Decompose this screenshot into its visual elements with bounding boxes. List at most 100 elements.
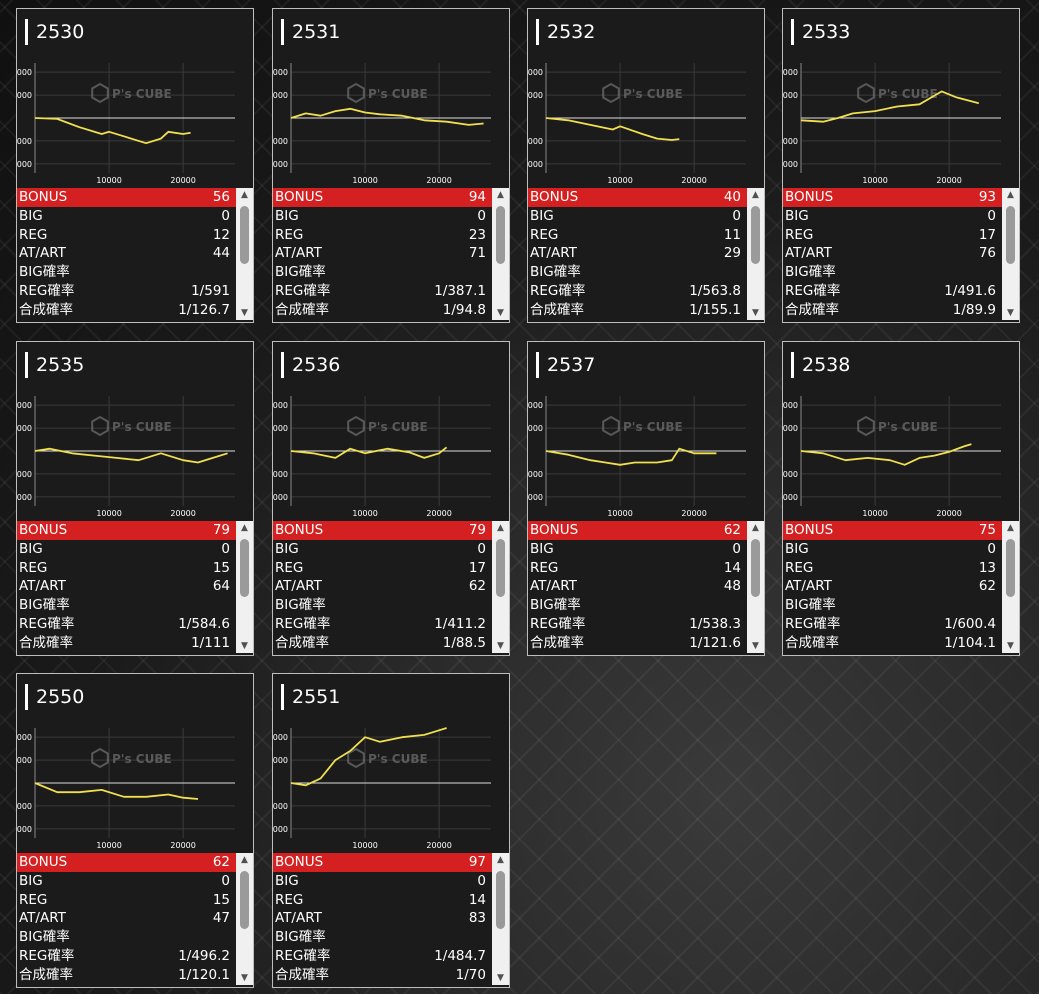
y-tick-label: 10000 [528,401,543,410]
scroll-up-arrow-icon[interactable]: ▲ [497,190,504,200]
scroll-thumb[interactable] [1006,539,1015,597]
scroll-down-arrow-icon[interactable]: ▼ [1007,308,1014,318]
y-tick-label: -5000 [528,470,543,479]
scroll-up-arrow-icon[interactable]: ▲ [497,523,504,533]
machine-card[interactable]: 2535 P's CUBE 10000 5000 -5000 -10000 10000 200… [16,341,254,656]
stat-row-big: BIG 0 [17,540,236,559]
stat-label: BONUS [530,189,579,205]
stat-value: 1/120.1 [178,966,230,983]
machine-card[interactable]: 2537 P's CUBE 10000 5000 -5000 -10000 10000 200… [527,341,765,656]
scroll-thumb[interactable] [240,539,249,597]
stat-row-at-art: AT/ART 29 [528,244,747,263]
machine-card[interactable]: 2531 P's CUBE 10000 5000 -5000 -10000 10000 200… [272,8,510,323]
payout-series-line [800,90,980,123]
stats-scrollbar[interactable]: ▲ ▼ [747,188,764,320]
stat-row-reg: REG 17 [273,559,492,578]
y-tick-label: -10000 [783,493,798,502]
stats-list[interactable]: BONUS 79 BIG 0 REG 15 AT/ART 64 BIG確率 REG確率 1/584.… [17,521,236,653]
stat-value: 62 [723,522,741,538]
stats-list[interactable]: BONUS 75 BIG 0 REG 13 AT/ART 62 BIG確率 REG確率 1/600.… [783,521,1002,653]
stat-value: 1/411.2 [434,615,486,632]
stat-row-bonus: BONUS 79 [273,521,492,540]
stat-value: 23 [468,226,486,243]
stat-value: 1/89.9 [952,301,996,318]
stat-label: 合成確率 [275,966,329,983]
stats-scrollbar[interactable]: ▲ ▼ [492,188,509,320]
machine-card[interactable]: 2530 P's CUBE 10000 5000 -5000 -10000 10000 200… [16,8,254,323]
machine-card[interactable]: 2536 P's CUBE 10000 5000 -5000 -10000 10000 200… [272,341,510,656]
scroll-down-arrow-icon[interactable]: ▼ [241,973,248,983]
stats-scrollbar[interactable]: ▲ ▼ [236,188,253,320]
watermark-logo: P's CUBE [347,82,428,104]
scroll-down-arrow-icon[interactable]: ▼ [241,641,248,651]
stats-scrollbar[interactable]: ▲ ▼ [1002,521,1019,653]
stats-list[interactable]: BONUS 94 BIG 0 REG 23 AT/ART 71 BIG確率 REG確率 1/387.… [273,188,492,320]
scroll-down-arrow-icon[interactable]: ▼ [497,641,504,651]
scroll-thumb[interactable] [240,206,249,264]
watermark-text: P's CUBE [112,420,172,434]
scroll-thumb[interactable] [496,206,505,264]
stats-scrollbar[interactable]: ▲ ▼ [236,853,253,985]
scroll-down-arrow-icon[interactable]: ▼ [752,308,759,318]
machine-card[interactable]: 2533 P's CUBE 10000 5000 -5000 -10000 10000 200… [782,8,1020,323]
scroll-thumb[interactable] [751,206,760,264]
scroll-thumb[interactable] [496,539,505,597]
scroll-thumb[interactable] [1006,206,1015,264]
scroll-thumb[interactable] [751,539,760,597]
stats-list[interactable]: BONUS 97 BIG 0 REG 14 AT/ART 83 BIG確率 REG確率 1/484.… [273,853,492,985]
stats-list[interactable]: BONUS 93 BIG 0 REG 17 AT/ART 76 BIG確率 REG確率 1/491.… [783,188,1002,320]
scroll-up-arrow-icon[interactable]: ▲ [241,855,248,865]
watermark-hex [91,82,109,104]
machine-card[interactable]: 2532 P's CUBE 10000 5000 -5000 -10000 10000 200… [527,8,765,323]
stats-list[interactable]: BONUS 62 BIG 0 REG 14 AT/ART 48 BIG確率 REG確率 1/538.… [528,521,747,653]
stat-value: 1/484.7 [434,947,486,964]
stats-scrollbar[interactable]: ▲ ▼ [747,521,764,653]
stats-list[interactable]: BONUS 62 BIG 0 REG 15 AT/ART 47 BIG確率 REG確率 1/496.… [17,853,236,985]
scroll-down-arrow-icon[interactable]: ▼ [497,973,504,983]
stats-scrollbar[interactable]: ▲ ▼ [1002,188,1019,320]
scroll-up-arrow-icon[interactable]: ▲ [1007,523,1014,533]
machine-card[interactable]: 2550 P's CUBE 10000 5000 -5000 -10000 10000 200… [16,673,254,988]
stat-row-big-rate: BIG確率 [528,596,747,615]
stat-value: 71 [468,245,486,262]
stats-list[interactable]: BONUS 40 BIG 0 REG 11 AT/ART 29 BIG確率 REG確率 1/563.… [528,188,747,320]
stat-value: 0 [732,540,741,557]
scroll-up-arrow-icon[interactable]: ▲ [1007,190,1014,200]
stat-value: 1/387.1 [434,282,486,299]
stat-value: 62 [468,578,486,595]
stat-label: REG [19,891,48,908]
stats-list[interactable]: BONUS 79 BIG 0 REG 17 AT/ART 62 BIG確率 REG確率 1/411.… [273,521,492,653]
stat-row-big-rate: BIG確率 [783,263,1002,282]
stats-scrollbar[interactable]: ▲ ▼ [492,853,509,985]
x-tick-label: 10000 [352,841,377,850]
scroll-up-arrow-icon[interactable]: ▲ [241,523,248,533]
y-tick-label: 5000 [17,91,32,100]
stats-scrollbar[interactable]: ▲ ▼ [492,521,509,653]
stat-label: REG確率 [785,282,841,299]
stat-value: 0 [221,207,230,224]
stat-row-total-rate: 合成確率 1/120.1 [17,966,236,985]
scroll-down-arrow-icon[interactable]: ▼ [497,308,504,318]
stat-label: BIG確率 [530,264,581,281]
stat-row-reg: REG 13 [783,559,1002,578]
stat-value: 0 [221,872,230,889]
payout-chart: P's CUBE 10000 5000 -5000 -10000 10000 20000 [17,388,253,518]
scroll-up-arrow-icon[interactable]: ▲ [497,855,504,865]
scroll-thumb[interactable] [496,871,505,929]
scroll-up-arrow-icon[interactable]: ▲ [241,190,248,200]
stat-row-reg: REG 17 [783,226,1002,245]
stat-label: REG確率 [19,947,75,964]
stats-list[interactable]: BONUS 56 BIG 0 REG 12 AT/ART 44 BIG確率 REG確率 1/591 合… [17,188,236,320]
stat-label: REG [275,226,304,243]
scroll-down-arrow-icon[interactable]: ▼ [241,308,248,318]
scroll-thumb[interactable] [240,871,249,929]
scroll-down-arrow-icon[interactable]: ▼ [1007,641,1014,651]
scroll-down-arrow-icon[interactable]: ▼ [752,641,759,651]
stats-scrollbar[interactable]: ▲ ▼ [236,521,253,653]
payout-chart: P's CUBE 10000 5000 -5000 -10000 10000 20000 [273,55,509,185]
scroll-up-arrow-icon[interactable]: ▲ [752,523,759,533]
stat-row-bonus: BONUS 62 [528,521,747,540]
machine-card[interactable]: 2551 P's CUBE 10000 5000 -5000 -10000 10000 200… [272,673,510,988]
machine-card[interactable]: 2538 P's CUBE 10000 5000 -5000 -10000 10000 200… [782,341,1020,656]
scroll-up-arrow-icon[interactable]: ▲ [752,190,759,200]
